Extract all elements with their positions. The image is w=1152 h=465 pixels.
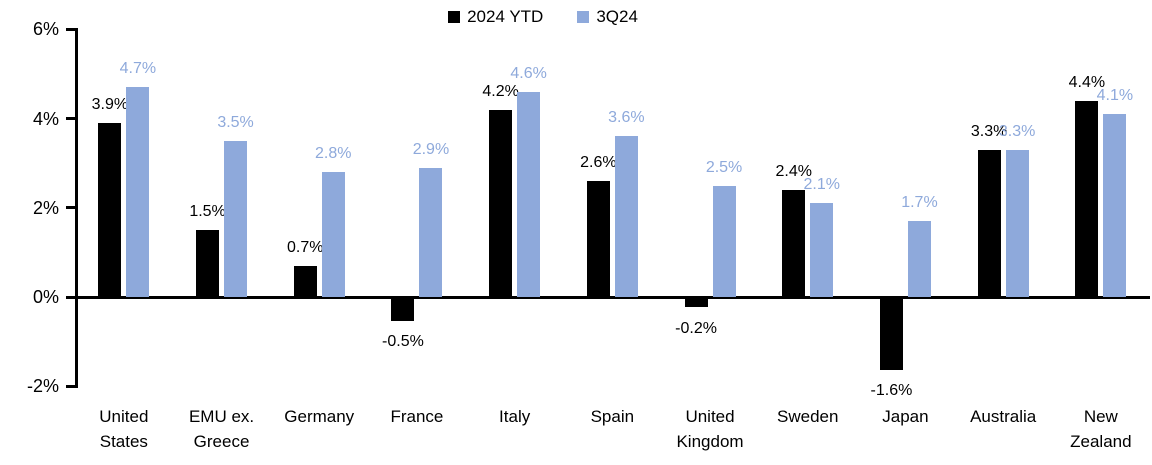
y-axis-line	[75, 27, 78, 388]
bar-3q24	[224, 140, 248, 297]
y-axis-tick-label: -2%	[26, 376, 59, 397]
y-axis-tick	[66, 206, 75, 210]
category-label: United Kingdom	[676, 407, 744, 451]
data-label: 4.7%	[119, 60, 157, 78]
data-label: -0.2%	[675, 319, 717, 337]
data-label: 3.3%	[970, 122, 1008, 140]
data-label: 1.7%	[901, 194, 938, 212]
data-label: 4.1%	[1096, 87, 1134, 105]
y-axis-tick	[66, 27, 75, 31]
y-axis-tick-label: 2%	[32, 197, 59, 218]
bar-3q24	[810, 203, 834, 297]
category-label: New Zealand	[1070, 407, 1132, 451]
bar-2024-ytd	[293, 265, 317, 297]
bar-3q24	[517, 91, 541, 297]
data-label: 2.4%	[775, 162, 812, 180]
bar-3q24	[1103, 114, 1127, 297]
legend-label-3q24: 3Q24	[596, 7, 638, 26]
legend-item-3q24: 3Q24	[577, 7, 638, 27]
category-label: Spain	[590, 407, 635, 426]
bar-3q24	[126, 87, 150, 297]
data-label: 2.6%	[580, 154, 617, 172]
bar-2024-ytd	[98, 123, 122, 297]
bar-3q24	[321, 172, 345, 297]
y-axis-tick-label: 4%	[32, 108, 59, 129]
bar-3q24	[907, 221, 931, 297]
data-label: 1.5%	[189, 203, 226, 221]
y-axis-tick	[66, 384, 75, 388]
data-label: 2.5%	[705, 158, 743, 176]
data-label: 2.9%	[412, 140, 450, 158]
data-label: 3.9%	[91, 96, 129, 114]
legend-swatch-3q24	[577, 11, 590, 23]
bar-3q24	[1005, 149, 1029, 297]
data-label: 4.4%	[1068, 73, 1106, 91]
category-label: United States	[99, 407, 149, 451]
bar-2024-ytd	[391, 298, 415, 321]
bar-2024-ytd	[1075, 100, 1099, 297]
legend-swatch-2024-ytd	[448, 11, 461, 23]
bar-3q24	[419, 167, 443, 297]
category-label: EMU ex. Greece	[188, 407, 255, 451]
bar-2024-ytd	[586, 181, 610, 297]
category-label: Sweden	[777, 407, 839, 426]
bar-2024-ytd	[489, 109, 513, 297]
bar-2024-ytd	[196, 230, 220, 297]
y-axis-tick-label: 0%	[32, 287, 59, 307]
legend-item-2024-ytd: 2024 YTD	[448, 7, 543, 27]
category-label: Japan	[882, 407, 929, 426]
bar-2024-ytd	[977, 149, 1001, 297]
x-axis-line	[75, 295, 1150, 299]
y-axis-tick	[66, 295, 75, 299]
data-label: 2.1%	[803, 176, 840, 194]
data-label: 3.6%	[608, 109, 645, 127]
chart-legend: 2024 YTD 3Q24	[0, 7, 1119, 27]
category-label: France	[390, 407, 444, 426]
data-label: 2.8%	[315, 145, 352, 163]
category-label: Australia	[970, 407, 1037, 426]
data-label: 0.7%	[287, 238, 324, 256]
category-label: Italy	[499, 407, 531, 426]
data-label: 3.5%	[217, 113, 254, 131]
category-label: Germany	[284, 407, 355, 426]
y-axis-tick-label: 6%	[32, 19, 59, 40]
data-label: 4.2%	[482, 82, 519, 100]
y-axis-tick	[66, 117, 75, 121]
data-label: 3.3%	[998, 122, 1036, 140]
data-label: -1.6%	[870, 382, 913, 400]
data-label: -0.5%	[382, 333, 424, 351]
bar-2024-ytd	[879, 298, 903, 370]
data-label: 4.6%	[510, 64, 547, 82]
legend-label-2024-ytd: 2024 YTD	[467, 7, 544, 26]
bar-3q24	[712, 185, 736, 297]
bar-2024-ytd	[782, 189, 806, 297]
bar-2024-ytd	[684, 298, 708, 308]
bar-3q24	[614, 136, 638, 297]
